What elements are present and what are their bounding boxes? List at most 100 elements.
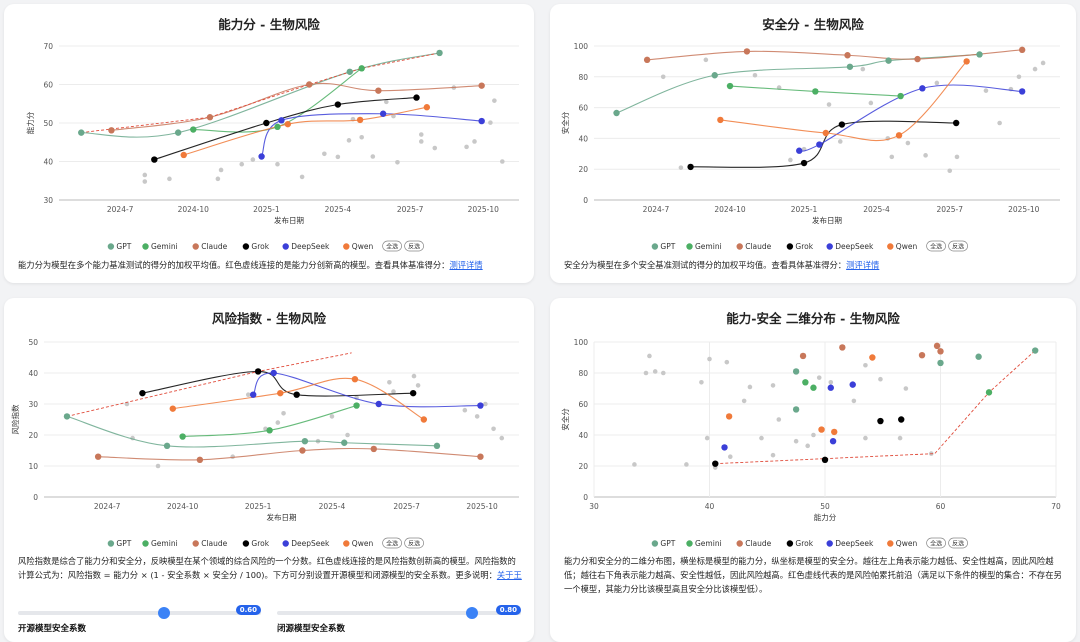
background-point — [384, 99, 389, 105]
description-text: 风险指数是综合了能力分和安全分，反映模型在某个领域的综合风险的一个分数。红色虚线… — [18, 556, 516, 580]
legend-select-all-button[interactable]: 全选 — [382, 537, 402, 549]
data-point-qwen — [963, 58, 970, 65]
legend-label: Gemini — [695, 242, 722, 251]
legend-label: Gemini — [151, 242, 178, 251]
x-tick-label: 2025-10 — [466, 502, 498, 511]
background-point — [811, 432, 816, 438]
background-point — [142, 172, 148, 178]
data-point-claude — [1018, 46, 1026, 54]
background-point — [432, 145, 438, 151]
legend-marker — [192, 540, 199, 547]
x-tick-label: 2025-1 — [245, 502, 272, 511]
background-point — [411, 373, 417, 379]
data-point-gpt — [792, 406, 800, 413]
data-point-deepseek — [827, 384, 834, 391]
open-source-slider-label: 开源模型安全系数 — [18, 624, 87, 634]
y-tick-label: 40 — [43, 158, 53, 167]
slider-thumb[interactable] — [466, 607, 479, 619]
button-label: 反选 — [408, 540, 420, 548]
legend-invert-button[interactable]: 反选 — [404, 537, 424, 549]
series-line-qwen — [183, 106, 427, 156]
background-point — [837, 139, 843, 144]
data-point-grok — [254, 368, 262, 375]
background-point — [499, 435, 505, 441]
chart-title: 能力分 - 生物风险 — [218, 17, 320, 32]
slider-track[interactable] — [18, 611, 261, 615]
frontier-line — [66, 352, 352, 417]
data-point-qwen — [725, 413, 733, 420]
risk-chart: 0 10 20 30 40 50 2024-7 2024-10 2025-1 2025-4 2025… — [10, 338, 519, 549]
safety-chart: 0 20 40 60 80 100 2024-7 2024-10 2025-1 2025-4 202… — [560, 42, 1060, 252]
background-point — [770, 452, 776, 458]
background-point — [239, 161, 245, 167]
button-label: 反选 — [952, 540, 964, 548]
data-point-deepseek — [478, 117, 485, 125]
background-point — [997, 120, 1002, 126]
background-point — [464, 144, 469, 150]
x-axis-title: 发布日期 — [274, 215, 304, 225]
legend-label: Qwen — [352, 539, 374, 548]
legend-label: Gemini — [151, 539, 178, 548]
legend-invert-button[interactable]: 反选 — [948, 537, 968, 549]
y-axis-title: 安全分 — [560, 408, 570, 431]
background-point — [345, 432, 350, 438]
legend-invert-button[interactable]: 反选 — [948, 240, 968, 252]
data-point-qwen — [822, 129, 829, 137]
background-point — [793, 438, 799, 444]
y-tick-label: 40 — [28, 369, 38, 378]
data-point-claude — [196, 456, 204, 463]
data-point-deepseek — [379, 110, 387, 117]
slider-track[interactable] — [277, 611, 521, 615]
slider-thumb[interactable] — [157, 607, 170, 619]
legend-marker — [686, 540, 693, 547]
data-point-claude — [299, 447, 306, 454]
background-point — [724, 359, 730, 365]
data-point-claude — [477, 453, 484, 460]
data-point-grok — [898, 416, 905, 423]
background-point — [142, 179, 148, 184]
legend-select-all-button[interactable]: 全选 — [926, 240, 946, 252]
data-point-claude — [743, 48, 751, 55]
about-link[interactable]: 关于 — [496, 570, 514, 580]
data-point-grok — [821, 456, 829, 463]
legend-select-all-button[interactable]: 全选 — [926, 537, 946, 549]
background-point — [415, 383, 421, 388]
button-outline — [926, 240, 946, 252]
button-label: 全选 — [930, 243, 942, 251]
description-text: 能力分为模型在多个能力基准测试的得分的加权平均值。红色虚线连接的是能力分创新高的… — [18, 260, 450, 270]
description-text: 安全分为模型在多个安全基准测试的得分的加权平均值。查看具体基准得分： — [564, 260, 847, 270]
button-label: 全选 — [930, 540, 942, 548]
open-source-safety-slider[interactable]: 0.60 — [18, 605, 261, 619]
data-point-grok — [838, 121, 846, 128]
legend-label: GPT — [116, 242, 131, 251]
background-point — [889, 154, 895, 160]
legend-invert-button[interactable]: 反选 — [404, 240, 424, 252]
legend-marker — [282, 243, 289, 250]
background-point — [828, 380, 834, 385]
background-point — [275, 420, 281, 425]
y-tick-label: 80 — [578, 73, 588, 82]
background-point — [905, 140, 911, 146]
background-point — [699, 380, 704, 385]
legend-marker — [192, 243, 199, 250]
data-point-claude — [108, 127, 115, 134]
slider-value: 0.80 — [495, 605, 521, 615]
data-point-qwen — [831, 428, 838, 436]
legend-select-all-button[interactable]: 全选 — [382, 240, 402, 252]
y-tick-label: 50 — [43, 119, 53, 128]
data-point-gpt — [341, 439, 348, 446]
about-link-wrap[interactable]: 王 — [513, 570, 522, 580]
x-tick-label: 2025-4 — [325, 205, 352, 214]
x-tick-label: 2025-1 — [253, 205, 280, 214]
eval-details-link[interactable]: 测评详情 — [449, 260, 483, 270]
legend-marker — [736, 540, 743, 547]
data-point-qwen — [284, 120, 292, 128]
safety-card: 安全分 - 生物风险 0 20 40 60 80 100 2024-7 2024-10 2025… — [550, 4, 1076, 283]
legend-label: Grok — [795, 539, 813, 548]
closed-source-safety-slider[interactable]: 0.80 — [277, 605, 521, 619]
legend-label: Qwen — [896, 539, 918, 548]
background-point — [897, 435, 903, 441]
data-point-qwen — [356, 116, 364, 124]
eval-details-link[interactable]: 测评详情 — [846, 260, 880, 270]
data-point-qwen — [895, 132, 903, 139]
